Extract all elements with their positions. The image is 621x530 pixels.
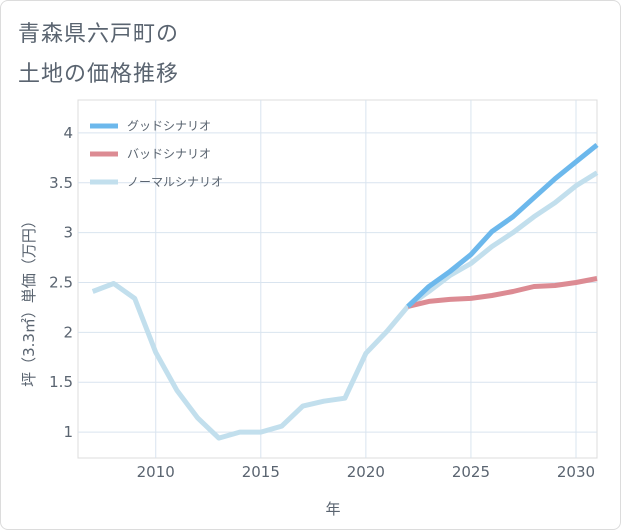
x-tick-label: 2030 (557, 463, 595, 481)
series-lines (91, 142, 599, 441)
y-axis-label: 坪（3.3㎡）単価（万円） (20, 213, 38, 387)
y-tick-label: 2.5 (49, 273, 73, 291)
axis-ticks: 2010 2015 2020 2025 2030 1 1.5 2 2.5 3 3.5 4 (49, 124, 595, 481)
y-tick-label: 4 (63, 124, 73, 142)
series-line-1 (407, 276, 598, 309)
legend-label: ノーマルシナリオ (127, 175, 223, 189)
chart-title-line1: 青森県六戸町の (18, 22, 180, 47)
x-tick-label: 2020 (347, 463, 385, 481)
y-tick-label: 2 (63, 323, 73, 341)
series-line-2 (91, 170, 599, 441)
x-axis-label: 年 (325, 500, 340, 518)
series-line-0 (406, 142, 599, 309)
x-tick-label: 2025 (452, 463, 490, 481)
y-tick-label: 1 (63, 423, 73, 441)
legend-label: バッドシナリオ (127, 147, 211, 161)
x-tick-label: 2010 (137, 463, 175, 481)
legend-label: グッドシナリオ (127, 119, 211, 133)
x-tick-label: 2015 (242, 463, 280, 481)
y-tick-label: 3 (63, 224, 73, 242)
y-tick-label: 1.5 (49, 373, 73, 391)
y-tick-label: 3.5 (49, 174, 73, 192)
chart-title-line2: 土地の価格推移 (18, 62, 180, 87)
